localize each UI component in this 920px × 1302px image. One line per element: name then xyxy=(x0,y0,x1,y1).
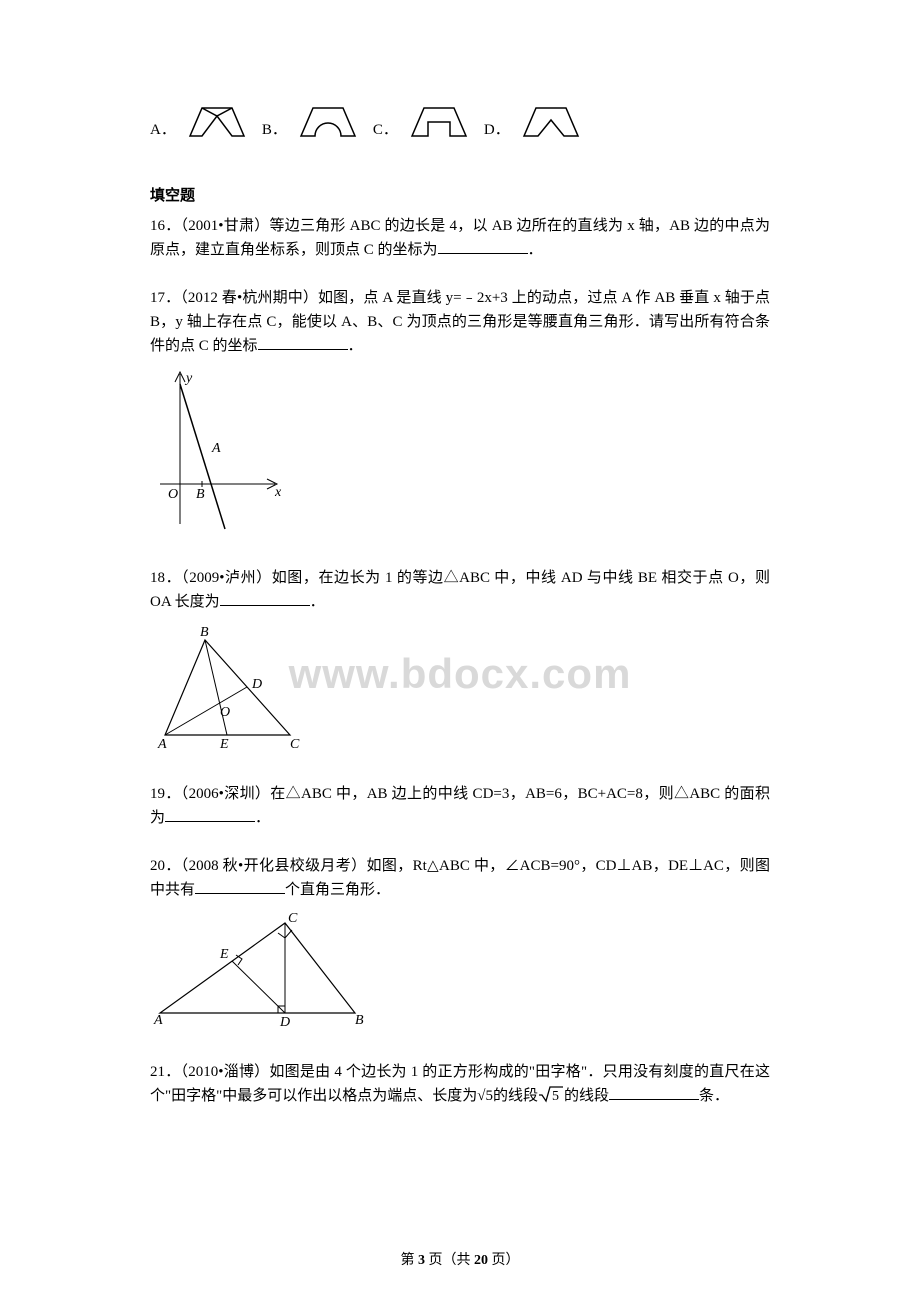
svg-text:A: A xyxy=(157,737,167,750)
option-c-label: C． xyxy=(373,118,398,144)
q21-trailing: 条． xyxy=(699,1088,729,1104)
q19-blank xyxy=(165,807,255,822)
svg-text:D: D xyxy=(279,1015,290,1028)
question-16: 16．（2001•甘肃）等边三角形 ABC 的边长是 4，以 AB 边所在的直线… xyxy=(150,214,770,262)
footer-suffix: 页） xyxy=(488,1253,520,1268)
q21-number: 21． xyxy=(150,1064,180,1080)
svg-text:A: A xyxy=(211,441,221,456)
option-d-shape-icon xyxy=(516,100,586,144)
question-21: 21．（2010•淄博）如图是由 4 个边长为 1 的正方形构成的"田字格"．只… xyxy=(150,1060,770,1108)
q18-figure: A B C D E O xyxy=(150,620,770,758)
q18-blank xyxy=(220,591,310,606)
option-a-shape-icon xyxy=(182,100,252,144)
q17-text: （2012 春•杭州期中）如图，点 A 是直线 y=﹣2x+3 上的动点，过点 … xyxy=(150,290,770,354)
answer-options-row: A． B． C． D． xyxy=(150,100,770,144)
q20-trailing: 个直角三角形． xyxy=(285,882,390,898)
option-b: B． xyxy=(262,100,363,144)
svg-text:C: C xyxy=(288,911,298,926)
q18-trailing: ． xyxy=(310,594,325,610)
question-17: 17．（2012 春•杭州期中）如图，点 A 是直线 y=﹣2x+3 上的动点，… xyxy=(150,286,770,542)
q19-trailing: ． xyxy=(255,810,270,826)
q21-text-tail: 的线段 xyxy=(564,1088,609,1104)
q16-blank xyxy=(438,239,528,254)
svg-text:5: 5 xyxy=(552,1089,559,1103)
option-d: D． xyxy=(484,100,586,144)
q16-number: 16． xyxy=(150,218,181,234)
q17-number: 17． xyxy=(150,290,180,306)
q19-number: 19． xyxy=(150,786,181,802)
footer-total-pages: 20 xyxy=(474,1253,488,1268)
svg-text:y: y xyxy=(184,371,193,386)
svg-text:B: B xyxy=(196,487,205,502)
q17-blank xyxy=(258,335,348,350)
q17-figure: A B O x y xyxy=(150,364,770,542)
footer-mid: 页（共 xyxy=(425,1253,474,1268)
svg-text:O: O xyxy=(168,487,178,502)
option-b-label: B． xyxy=(262,118,287,144)
q20-number: 20． xyxy=(150,858,181,874)
option-d-label: D． xyxy=(484,118,510,144)
q18-number: 18． xyxy=(150,570,181,586)
svg-text:D: D xyxy=(251,677,262,692)
svg-text:x: x xyxy=(274,485,282,500)
q17-trailing: ． xyxy=(348,338,363,354)
option-a: A． xyxy=(150,100,252,144)
question-19: 19．（2006•深圳）在△ABC 中，AB 边上的中线 CD=3，AB=6，B… xyxy=(150,782,770,830)
option-c: C． xyxy=(373,100,474,144)
svg-text:E: E xyxy=(219,947,229,962)
svg-text:B: B xyxy=(200,625,209,640)
q20-blank xyxy=(195,879,285,894)
svg-text:O: O xyxy=(220,705,230,720)
page-content: A． B． C． D． 填空题 16． xyxy=(0,0,920,1172)
question-20: 20．（2008 秋•开化县校级月考）如图，Rt△ABC 中，∠ACB=90°，… xyxy=(150,854,770,1036)
sqrt5-icon: 5 xyxy=(538,1085,564,1103)
q16-trailing: ． xyxy=(528,242,543,258)
question-18: 18．（2009•泸州）如图，在边长为 1 的等边△ABC 中，中线 AD 与中… xyxy=(150,566,770,758)
svg-text:B: B xyxy=(355,1013,364,1028)
section-heading-fill-blank: 填空题 xyxy=(150,184,770,208)
option-a-label: A． xyxy=(150,118,176,144)
footer-page-number: 3 xyxy=(418,1253,425,1268)
svg-text:E: E xyxy=(219,737,229,750)
option-c-shape-icon xyxy=(404,100,474,144)
svg-text:A: A xyxy=(153,1013,163,1028)
option-b-shape-icon xyxy=(293,100,363,144)
q21-blank xyxy=(609,1085,699,1100)
footer-prefix: 第 xyxy=(401,1253,419,1268)
page-footer: 第 3 页（共 20 页） xyxy=(0,1250,920,1272)
q20-figure: A B C D E xyxy=(150,908,770,1036)
svg-text:C: C xyxy=(290,737,300,750)
